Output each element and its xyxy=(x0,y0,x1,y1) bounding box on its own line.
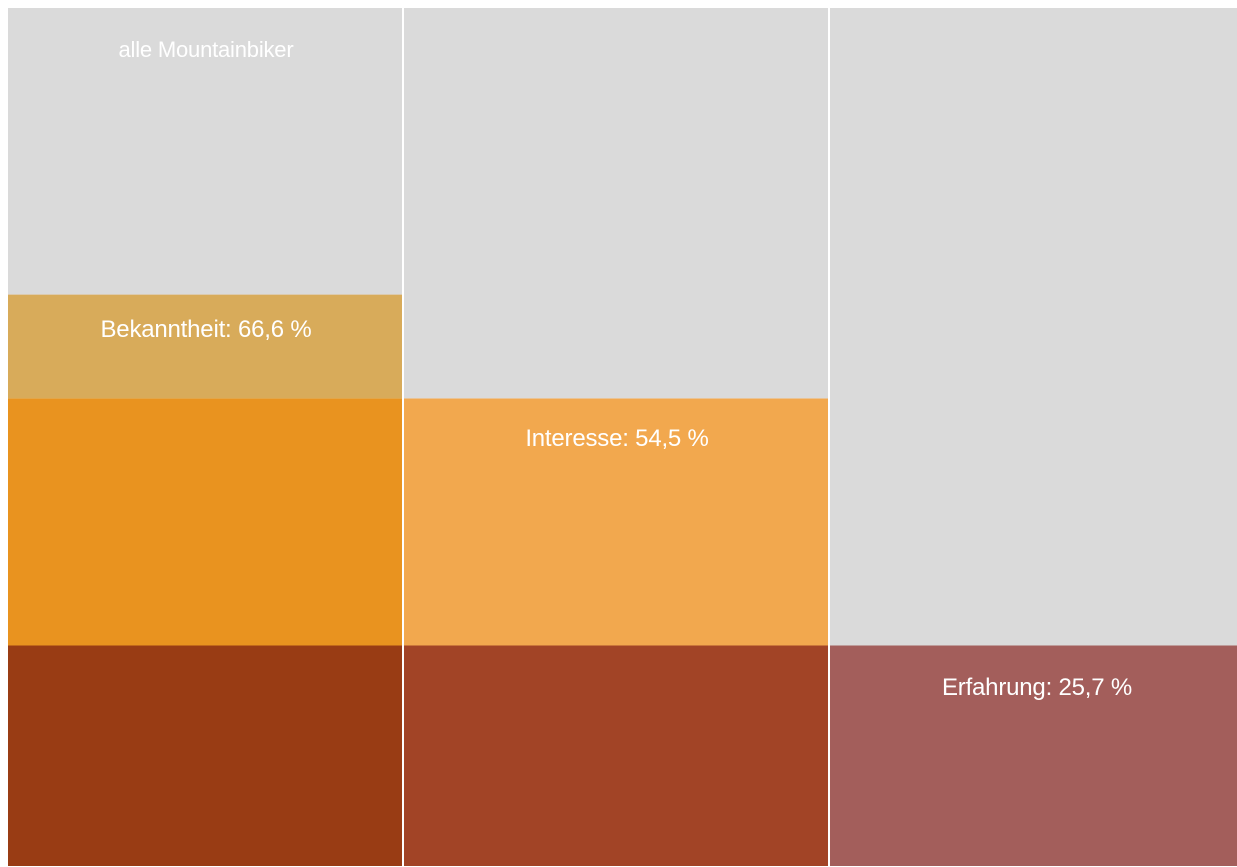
bar-segment-col1-3 xyxy=(8,294,402,399)
bar-segment-col3-2 xyxy=(830,8,1237,646)
bar-segment-col1-4 xyxy=(8,8,402,295)
bar-segment-col2-3 xyxy=(404,8,828,399)
bar-segment-col1-2 xyxy=(8,398,402,646)
bar-segment-col2-1 xyxy=(404,645,828,866)
bar-segment-col2-2 xyxy=(404,398,828,646)
label-bekanntheit: Bekanntheit: 66,6 % xyxy=(100,316,312,343)
label-interesse: Interesse: 54,5 % xyxy=(525,425,709,452)
bar-segment-col1-1 xyxy=(8,645,402,866)
bar-segment-col3-1 xyxy=(830,645,1237,866)
label-erfahrung: Erfahrung: 25,7 % xyxy=(941,674,1133,701)
label-alle-mountainbiker: alle Mountainbiker xyxy=(118,37,294,62)
